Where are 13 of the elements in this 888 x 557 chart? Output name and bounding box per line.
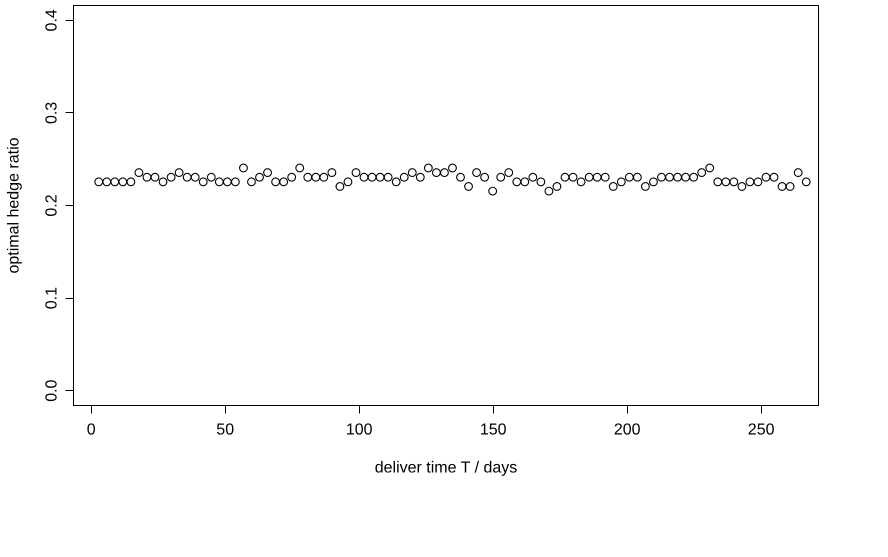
x-axis-title: deliver time T / days (374, 460, 518, 476)
x-tick-label: 100 (346, 422, 373, 438)
x-tick-label: 200 (614, 422, 641, 438)
y-axis-title: optimal hedge ratio (6, 137, 22, 274)
x-tick-label: 0 (86, 422, 96, 438)
x-tick-label: 150 (480, 422, 507, 438)
y-tick-label: 0.2 (44, 194, 60, 217)
y-tick-label: 0.4 (44, 9, 60, 32)
x-tick-label: 50 (216, 422, 234, 438)
y-tick-label: 0.1 (44, 286, 60, 310)
y-tick-label: 0.3 (44, 102, 60, 124)
y-tick-label: 0.0 (44, 379, 60, 402)
x-tick-label: 250 (748, 422, 775, 438)
